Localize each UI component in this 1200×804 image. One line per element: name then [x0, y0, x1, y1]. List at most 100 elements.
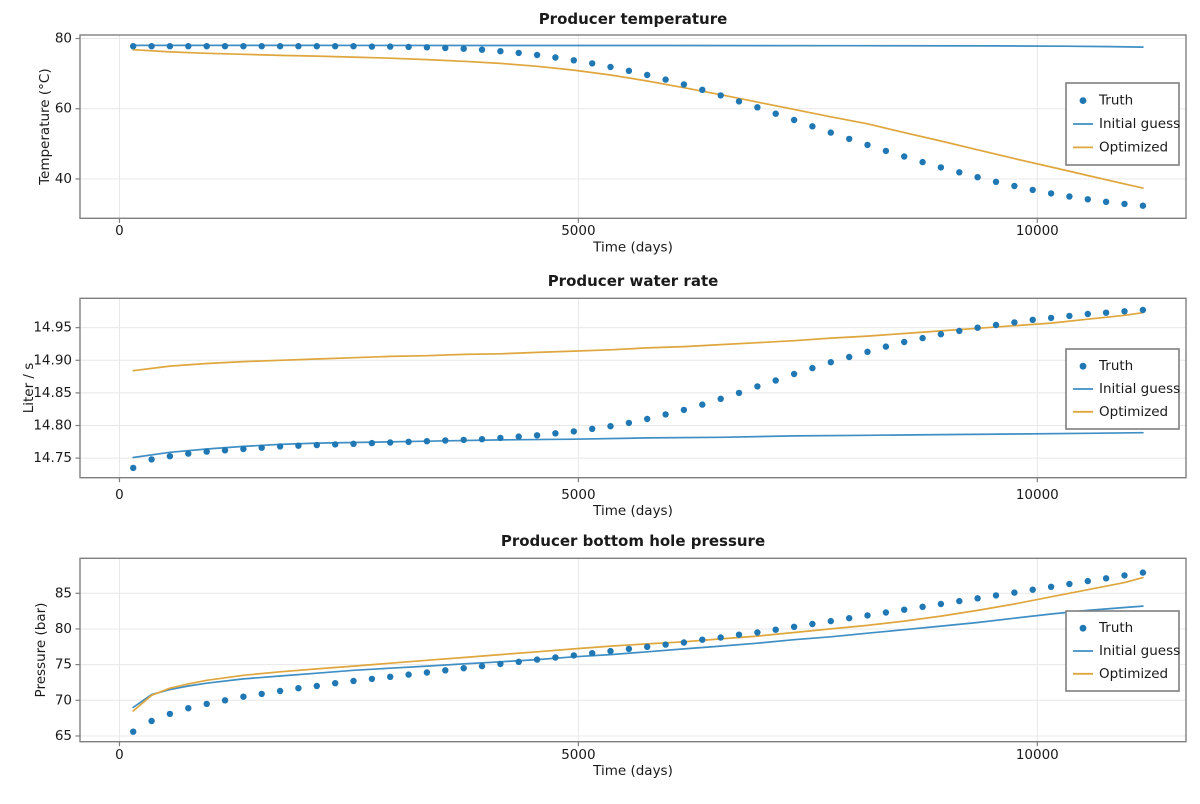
legend-label: Truth: [1098, 93, 1133, 109]
chart-title: Producer bottom hole pressure: [501, 532, 765, 550]
y-axis-label: Temperature (°C): [37, 68, 53, 186]
data-point: [130, 728, 137, 735]
data-point: [258, 43, 265, 50]
initial-guess-line: [132, 605, 1144, 709]
data-point: [258, 444, 265, 451]
data-point: [533, 656, 541, 663]
y-tick-label: 14.90: [33, 352, 72, 368]
data-point: [699, 401, 706, 408]
data-point: [478, 436, 486, 443]
data-point: [276, 443, 284, 450]
y-tick-label: 14.75: [33, 450, 72, 466]
data-point: [589, 650, 596, 657]
data-point: [570, 652, 577, 659]
data-point: [405, 43, 412, 51]
data-point: [1029, 316, 1036, 323]
data-point: [350, 43, 357, 50]
legend-item-initial-guess: Initial guess: [1073, 116, 1180, 132]
y-tick-label: 65: [55, 728, 72, 744]
data-point: [864, 612, 871, 619]
legend-item-optimized: Optimized: [1073, 404, 1168, 420]
data-point: [809, 620, 816, 628]
legend-label: Optimized: [1099, 404, 1168, 420]
data-point: [1102, 198, 1110, 205]
data-point: [295, 43, 302, 50]
data-point: [1047, 583, 1055, 590]
data-point: [809, 364, 816, 372]
data-point: [717, 395, 724, 402]
chart-producer-temperature: 40 60 80 0 5000 10000 Producer temperature Time…: [37, 10, 1187, 256]
data-point: [680, 639, 688, 646]
data-point: [478, 46, 486, 53]
y-tick-label: 80: [55, 621, 72, 637]
data-point: [992, 321, 1000, 329]
data-point: [790, 116, 798, 124]
data-point: [1011, 182, 1018, 190]
legend-dot-marker: [1079, 97, 1087, 105]
data-point: [148, 456, 155, 463]
plot-border: [79, 34, 1187, 220]
data-point: [423, 44, 431, 51]
data-point: [350, 677, 357, 685]
data-point: [882, 147, 890, 155]
truth-dots: [130, 569, 1147, 735]
y-tick-label: 14.85: [33, 385, 72, 401]
data-point: [1102, 309, 1110, 316]
data-point: [350, 440, 357, 447]
data-point: [460, 45, 467, 52]
data-point: [772, 110, 779, 117]
data-point: [754, 629, 761, 636]
data-point: [846, 353, 853, 361]
data-point: [552, 430, 559, 437]
data-point: [901, 153, 908, 160]
data-point: [754, 383, 761, 390]
truth-dots: [130, 306, 1147, 472]
y-tick-label: 75: [55, 657, 72, 673]
data-point: [607, 423, 614, 430]
data-point: [589, 425, 596, 432]
data-point: [368, 439, 376, 447]
data-point: [442, 667, 449, 674]
data-point: [919, 158, 926, 166]
data-point: [295, 685, 302, 692]
data-point: [442, 437, 449, 444]
data-point: [221, 43, 229, 50]
data-point: [533, 51, 541, 59]
data-point: [258, 690, 265, 698]
legend: Truth Initial guess Optimized: [1065, 348, 1180, 430]
x-tick-label: 10000: [1016, 223, 1059, 239]
data-point: [387, 673, 394, 680]
legend-label: Truth: [1098, 620, 1133, 636]
data-point: [717, 634, 724, 641]
chart-title: Producer water rate: [548, 272, 719, 290]
data-point: [882, 609, 890, 616]
data-point: [1084, 196, 1092, 203]
data-point: [919, 334, 926, 342]
x-tick-label: 5000: [561, 223, 595, 239]
data-point: [1084, 577, 1092, 585]
y-tick-label: 80: [55, 31, 72, 47]
data-point: [570, 428, 577, 435]
data-point: [827, 617, 834, 625]
data-point: [332, 680, 339, 687]
data-point: [662, 411, 669, 418]
data-point: [1047, 314, 1055, 322]
data-point: [735, 631, 743, 638]
data-point: [405, 438, 412, 445]
data-point: [699, 86, 706, 94]
data-point: [442, 44, 449, 52]
data-point: [497, 48, 504, 55]
data-point: [589, 60, 596, 67]
x-tick-label: 5000: [561, 747, 595, 763]
data-point: [497, 660, 504, 668]
data-point: [680, 81, 688, 88]
data-point: [313, 43, 320, 50]
chart-producer-bottom-hole-pressure: 65 70 75 80 85 0 5000 10000 Producer bottom hole…: [33, 532, 1187, 779]
data-point: [570, 57, 577, 64]
data-point: [809, 123, 816, 130]
data-point: [1102, 575, 1110, 582]
data-point: [1047, 190, 1055, 197]
x-tick-label: 0: [115, 487, 124, 503]
data-point: [1139, 569, 1147, 576]
data-point: [956, 169, 963, 176]
